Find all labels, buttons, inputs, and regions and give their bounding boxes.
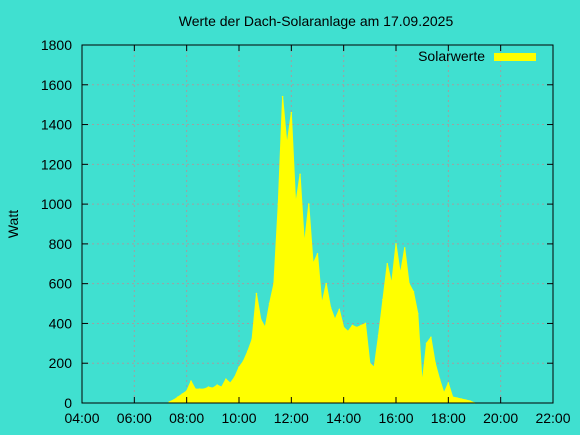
data-point xyxy=(417,312,419,315)
data-point xyxy=(251,338,253,341)
data-point xyxy=(177,396,179,398)
x-tick-label: 04:00 xyxy=(64,410,99,426)
data-point xyxy=(451,396,454,398)
x-tick-label: 10:00 xyxy=(221,410,256,426)
data-point xyxy=(260,318,262,321)
x-tick-label: 20:00 xyxy=(483,410,518,426)
data-point xyxy=(347,330,349,333)
data-point xyxy=(294,203,297,205)
data-point xyxy=(464,399,467,401)
x-tick-label: 22:00 xyxy=(535,410,570,426)
data-point xyxy=(334,318,336,321)
x-tick-label: 06:00 xyxy=(117,410,152,426)
data-point xyxy=(438,378,441,380)
data-point xyxy=(351,324,354,327)
data-point xyxy=(246,350,249,353)
data-point xyxy=(168,401,171,403)
y-axis-label: Watt xyxy=(5,210,21,238)
data-point xyxy=(268,302,271,305)
chart-title: Werte der Dach-Solaranlage am 17.09.2025 xyxy=(179,13,454,29)
data-point xyxy=(321,302,323,305)
data-point xyxy=(443,392,445,394)
data-point xyxy=(412,290,415,293)
x-tick-label: 14:00 xyxy=(326,410,361,426)
y-tick-label: 800 xyxy=(49,236,73,252)
data-point xyxy=(242,360,245,363)
legend: Solarwerte xyxy=(418,48,536,64)
data-point xyxy=(325,282,328,285)
plot-area xyxy=(168,95,476,404)
x-tick-label: 16:00 xyxy=(378,410,413,426)
x-tick-label: 12:00 xyxy=(274,410,309,426)
data-point xyxy=(460,398,463,400)
data-point xyxy=(456,397,458,399)
data-point xyxy=(382,298,384,301)
data-point xyxy=(373,366,375,369)
data-point xyxy=(216,384,218,386)
data-point xyxy=(212,387,214,389)
data-point xyxy=(255,292,258,295)
legend-label: Solarwerte xyxy=(418,48,485,64)
data-point xyxy=(316,253,319,255)
data-point xyxy=(399,272,402,275)
data-point xyxy=(369,362,371,365)
data-point xyxy=(229,382,232,384)
data-point xyxy=(220,386,223,388)
data-point xyxy=(342,326,345,329)
data-point xyxy=(377,334,380,337)
x-tick-label: 08:00 xyxy=(169,410,204,426)
data-point xyxy=(307,203,310,205)
data-point xyxy=(238,366,240,369)
data-point xyxy=(172,399,175,401)
y-tick-label: 1800 xyxy=(41,37,72,53)
y-tick-label: 1200 xyxy=(41,156,72,172)
legend-swatch xyxy=(494,53,536,61)
y-tick-label: 1400 xyxy=(41,117,72,133)
data-point xyxy=(329,306,332,309)
data-point xyxy=(360,324,362,327)
data-point xyxy=(273,282,275,285)
y-tick-label: 1600 xyxy=(41,77,72,93)
y-tick-label: 200 xyxy=(49,355,73,371)
data-point xyxy=(198,388,201,390)
data-point xyxy=(408,282,410,285)
data-point xyxy=(403,247,406,249)
data-point xyxy=(194,388,197,390)
y-tick-label: 400 xyxy=(49,315,73,331)
data-point xyxy=(185,390,188,392)
data-point xyxy=(233,376,236,378)
data-point xyxy=(386,262,389,265)
plot-frame xyxy=(81,44,554,404)
data-point xyxy=(277,203,280,205)
data-point xyxy=(395,243,397,245)
data-point xyxy=(312,262,314,265)
data-point xyxy=(203,388,205,390)
data-point xyxy=(430,336,432,339)
data-point xyxy=(299,173,301,176)
data-point xyxy=(181,393,184,395)
data-point xyxy=(190,380,192,382)
axis-ticks: 0 200 400 600 800 1000 1200 1400 1600 1800 04:00 06… xyxy=(41,37,571,426)
data-point xyxy=(421,382,423,384)
data-point xyxy=(434,362,437,365)
data-point xyxy=(286,143,288,146)
data-point xyxy=(290,111,293,114)
data-point xyxy=(303,243,306,245)
data-point xyxy=(469,400,471,402)
data-point xyxy=(447,382,450,384)
data-point xyxy=(390,282,393,285)
data-point xyxy=(364,322,367,325)
data-point xyxy=(207,386,210,388)
data-point xyxy=(355,326,358,329)
x-tick-label: 18:00 xyxy=(431,410,466,426)
y-tick-label: 600 xyxy=(49,276,73,292)
y-tick-label: 1000 xyxy=(41,196,72,212)
data-point xyxy=(425,342,428,345)
data-point xyxy=(281,95,284,98)
data-point xyxy=(338,308,341,311)
data-point xyxy=(225,378,227,380)
y-tick-label: 0 xyxy=(64,395,72,411)
data-point xyxy=(264,326,266,329)
